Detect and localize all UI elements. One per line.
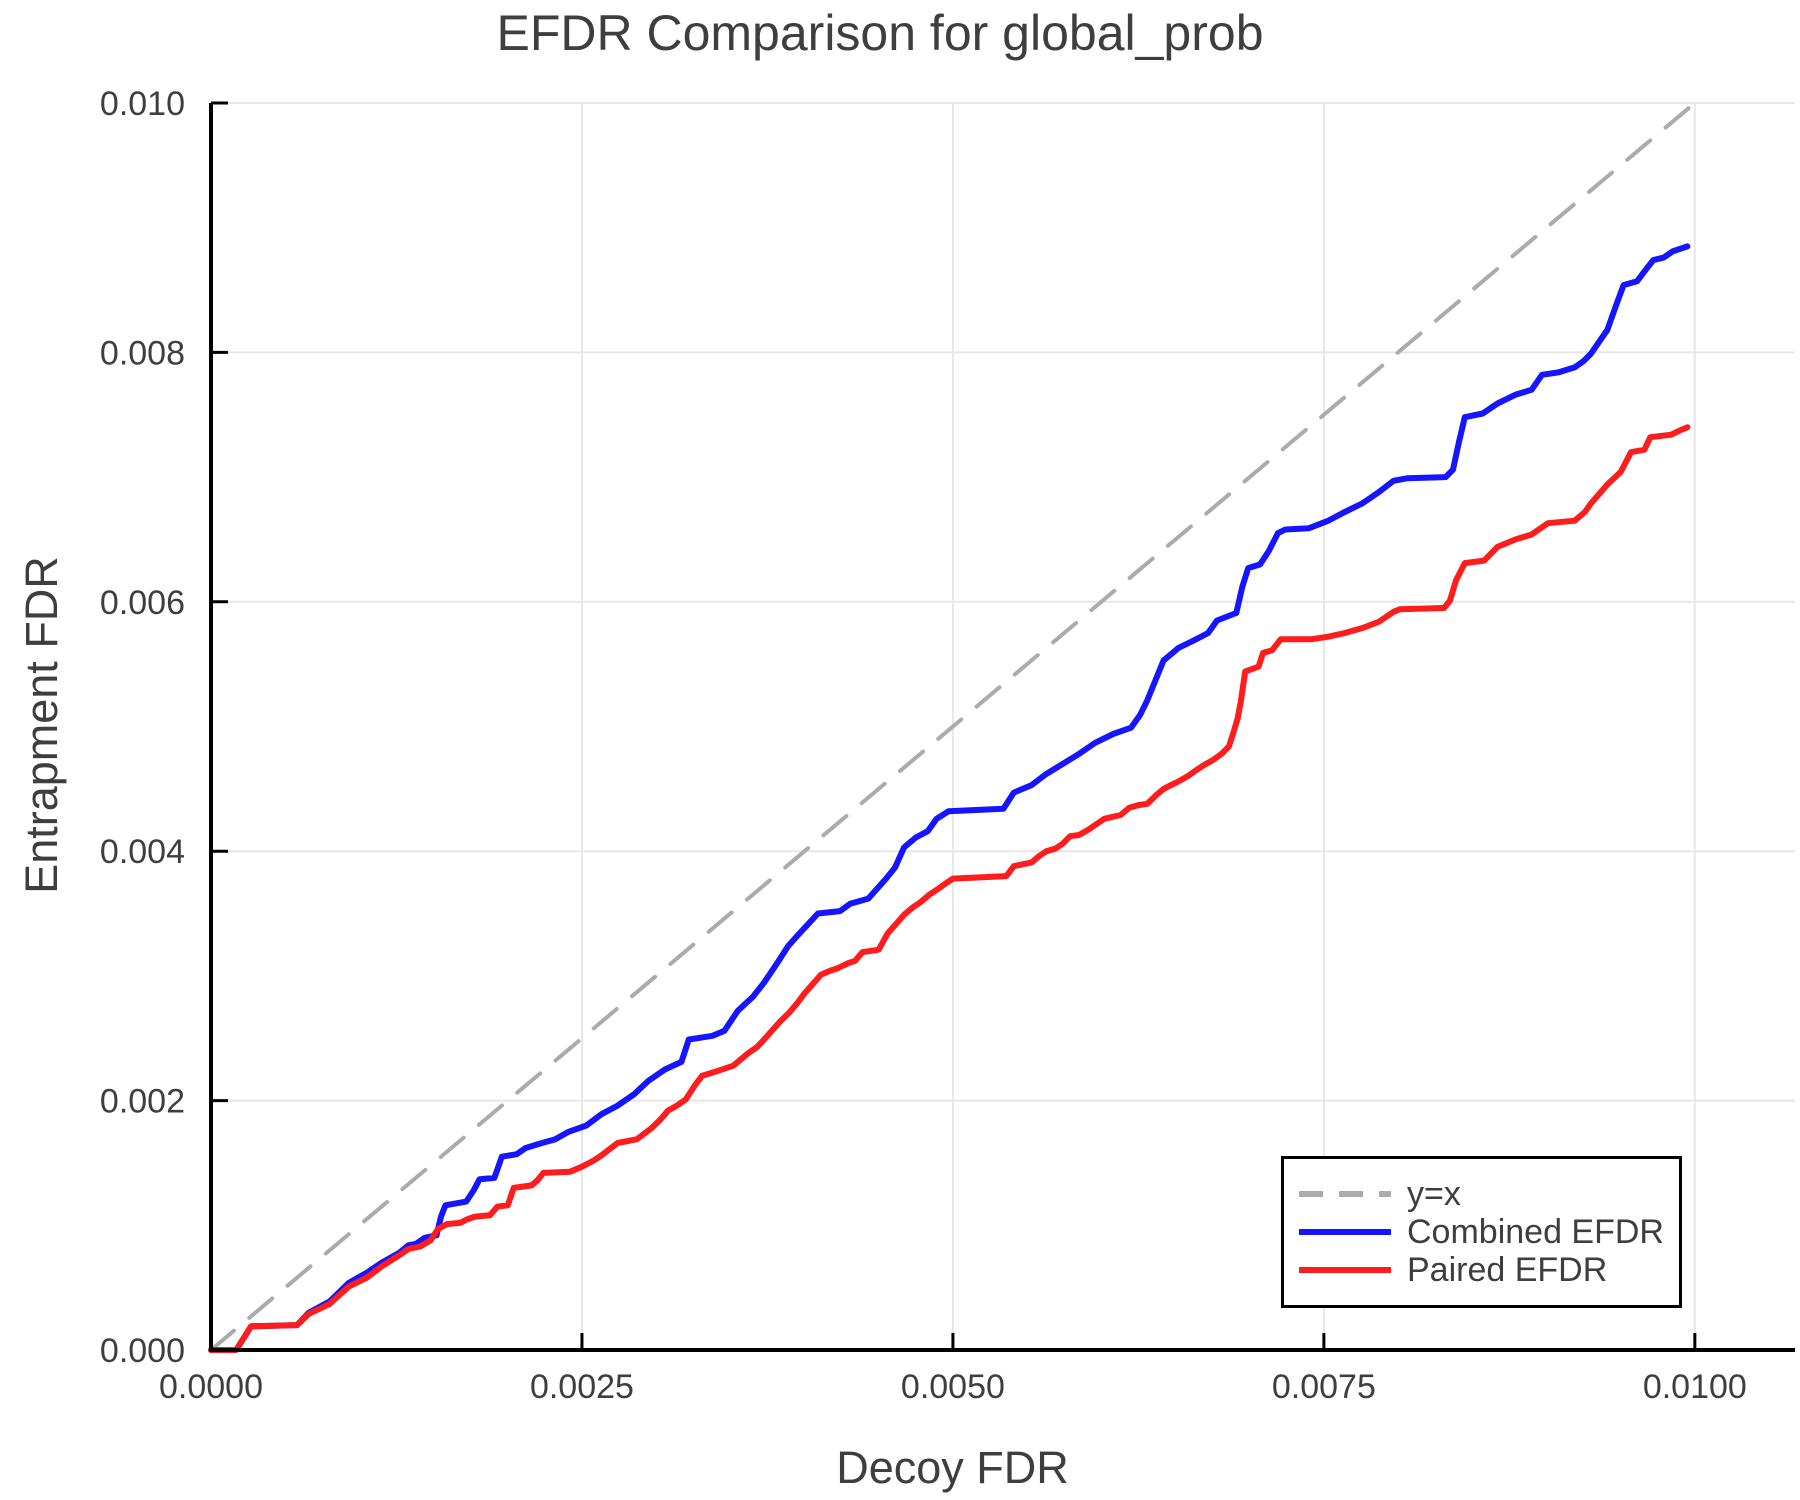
legend: y=x Combined EFDR Paired EFDR bbox=[1281, 1156, 1682, 1308]
legend-row: Paired EFDR bbox=[1299, 1251, 1679, 1289]
y-tick-label: 0.006 bbox=[100, 584, 185, 622]
legend-label: Paired EFDR bbox=[1407, 1250, 1608, 1289]
x-tick-label: 0.0050 bbox=[901, 1368, 1005, 1406]
y-tick-label: 0.002 bbox=[100, 1083, 185, 1121]
y-tick-label: 0.010 bbox=[100, 85, 185, 123]
legend-row: Combined EFDR bbox=[1299, 1213, 1679, 1251]
legend-line-sample bbox=[1299, 1229, 1391, 1235]
y-tick-label: 0.008 bbox=[100, 334, 185, 372]
y-axis-label: Entrapment FDR bbox=[16, 556, 67, 894]
chart-title: EFDR Comparison for global_prob bbox=[496, 5, 1264, 61]
legend-line-sample bbox=[1299, 1267, 1391, 1273]
series-line-combined-efdr bbox=[208, 243, 1691, 1353]
legend-row: y=x bbox=[1299, 1175, 1679, 1213]
series-line-paired-efdr bbox=[208, 424, 1691, 1353]
x-tick-label: 0.0000 bbox=[159, 1368, 263, 1406]
legend-line-sample bbox=[1299, 1191, 1391, 1197]
x-axis-label: Decoy FDR bbox=[836, 1442, 1069, 1493]
series-line-y-x bbox=[209, 101, 1697, 1352]
x-tick-label: 0.0075 bbox=[1272, 1368, 1376, 1406]
y-tick-label: 0.004 bbox=[100, 833, 185, 871]
y-tick-label: 0.000 bbox=[100, 1332, 185, 1370]
x-tick-label: 0.0100 bbox=[1643, 1368, 1747, 1406]
x-tick-label: 0.0025 bbox=[530, 1368, 634, 1406]
legend-label: y=x bbox=[1407, 1174, 1461, 1213]
legend-label: Combined EFDR bbox=[1407, 1212, 1664, 1251]
